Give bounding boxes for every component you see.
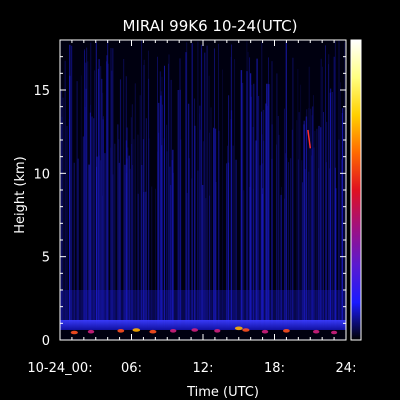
hotspot <box>87 329 95 334</box>
plot-area <box>60 40 346 340</box>
signal-streaks <box>60 40 346 330</box>
y-axis-label: Height (km) <box>13 156 28 233</box>
feature-streak <box>307 129 312 149</box>
lower-band <box>60 290 346 320</box>
x-tick-label: 10-24_00: <box>27 361 92 376</box>
hotspot <box>283 329 290 333</box>
y-tick-label: 0 <box>42 334 50 349</box>
colorbar <box>350 39 362 341</box>
y-tick-label: 5 <box>42 251 50 266</box>
y-tick-label: 10 <box>33 167 50 182</box>
boundary-layer <box>60 320 346 330</box>
hotspot <box>242 328 250 332</box>
x-tick-label: 18: <box>264 361 285 376</box>
y-tick-label: 15 <box>33 84 50 99</box>
hotspot <box>331 330 338 335</box>
feature-streak-line <box>307 129 312 149</box>
x-axis: 10-24_00: 06: 12: 18: 24: <box>27 40 356 376</box>
x-tick-label: 12: <box>193 361 214 376</box>
hotspot <box>214 329 221 333</box>
hotspot <box>313 329 320 334</box>
hotspot <box>170 329 177 333</box>
hotspot <box>132 328 141 332</box>
hotspots <box>70 326 338 335</box>
y-axis: 0 5 10 15 <box>33 39 346 349</box>
x-tick-label: 24: <box>336 361 357 376</box>
x-tick-label: 06: <box>121 361 142 376</box>
hotspot <box>117 329 125 333</box>
chart-title: MIRAI 99K6 10-24(UTC) <box>123 17 298 35</box>
hotspot <box>70 330 78 335</box>
hotspot <box>191 328 198 332</box>
hotspot <box>149 329 157 334</box>
x-axis-label: Time (UTC) <box>186 385 259 400</box>
hotspot <box>234 326 243 331</box>
hotspot <box>261 329 269 334</box>
